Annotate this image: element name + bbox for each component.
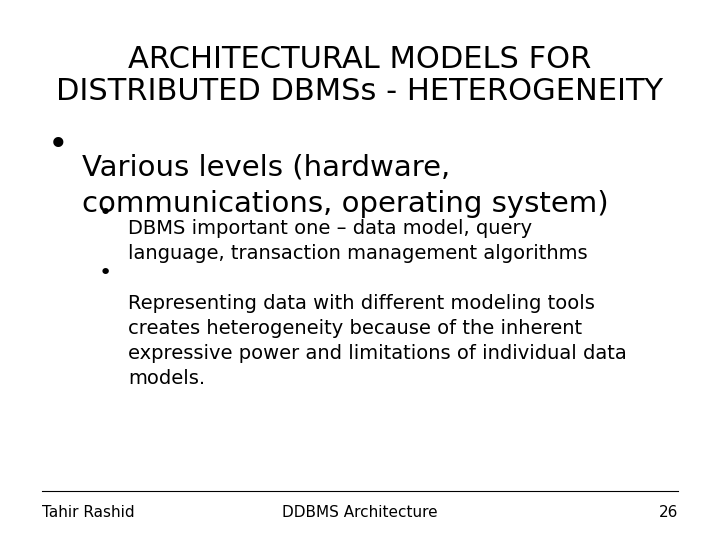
Text: •: • <box>48 128 69 162</box>
Text: ARCHITECTURAL MODELS FOR: ARCHITECTURAL MODELS FOR <box>128 45 592 75</box>
Text: 26: 26 <box>659 505 678 520</box>
Text: Various levels (hardware,
communications, operating system): Various levels (hardware, communications… <box>81 153 608 218</box>
Text: •: • <box>98 202 112 222</box>
Text: DISTRIBUTED DBMSs - HETEROGENEITY: DISTRIBUTED DBMSs - HETEROGENEITY <box>56 77 664 106</box>
Text: DDBMS Architecture: DDBMS Architecture <box>282 505 438 520</box>
Text: DBMS important one – data model, query
language, transaction management algorith: DBMS important one – data model, query l… <box>128 219 588 264</box>
Text: •: • <box>98 262 112 282</box>
Text: Tahir Rashid: Tahir Rashid <box>42 505 135 520</box>
Text: Representing data with different modeling tools
creates heterogeneity because of: Representing data with different modelin… <box>128 294 627 388</box>
